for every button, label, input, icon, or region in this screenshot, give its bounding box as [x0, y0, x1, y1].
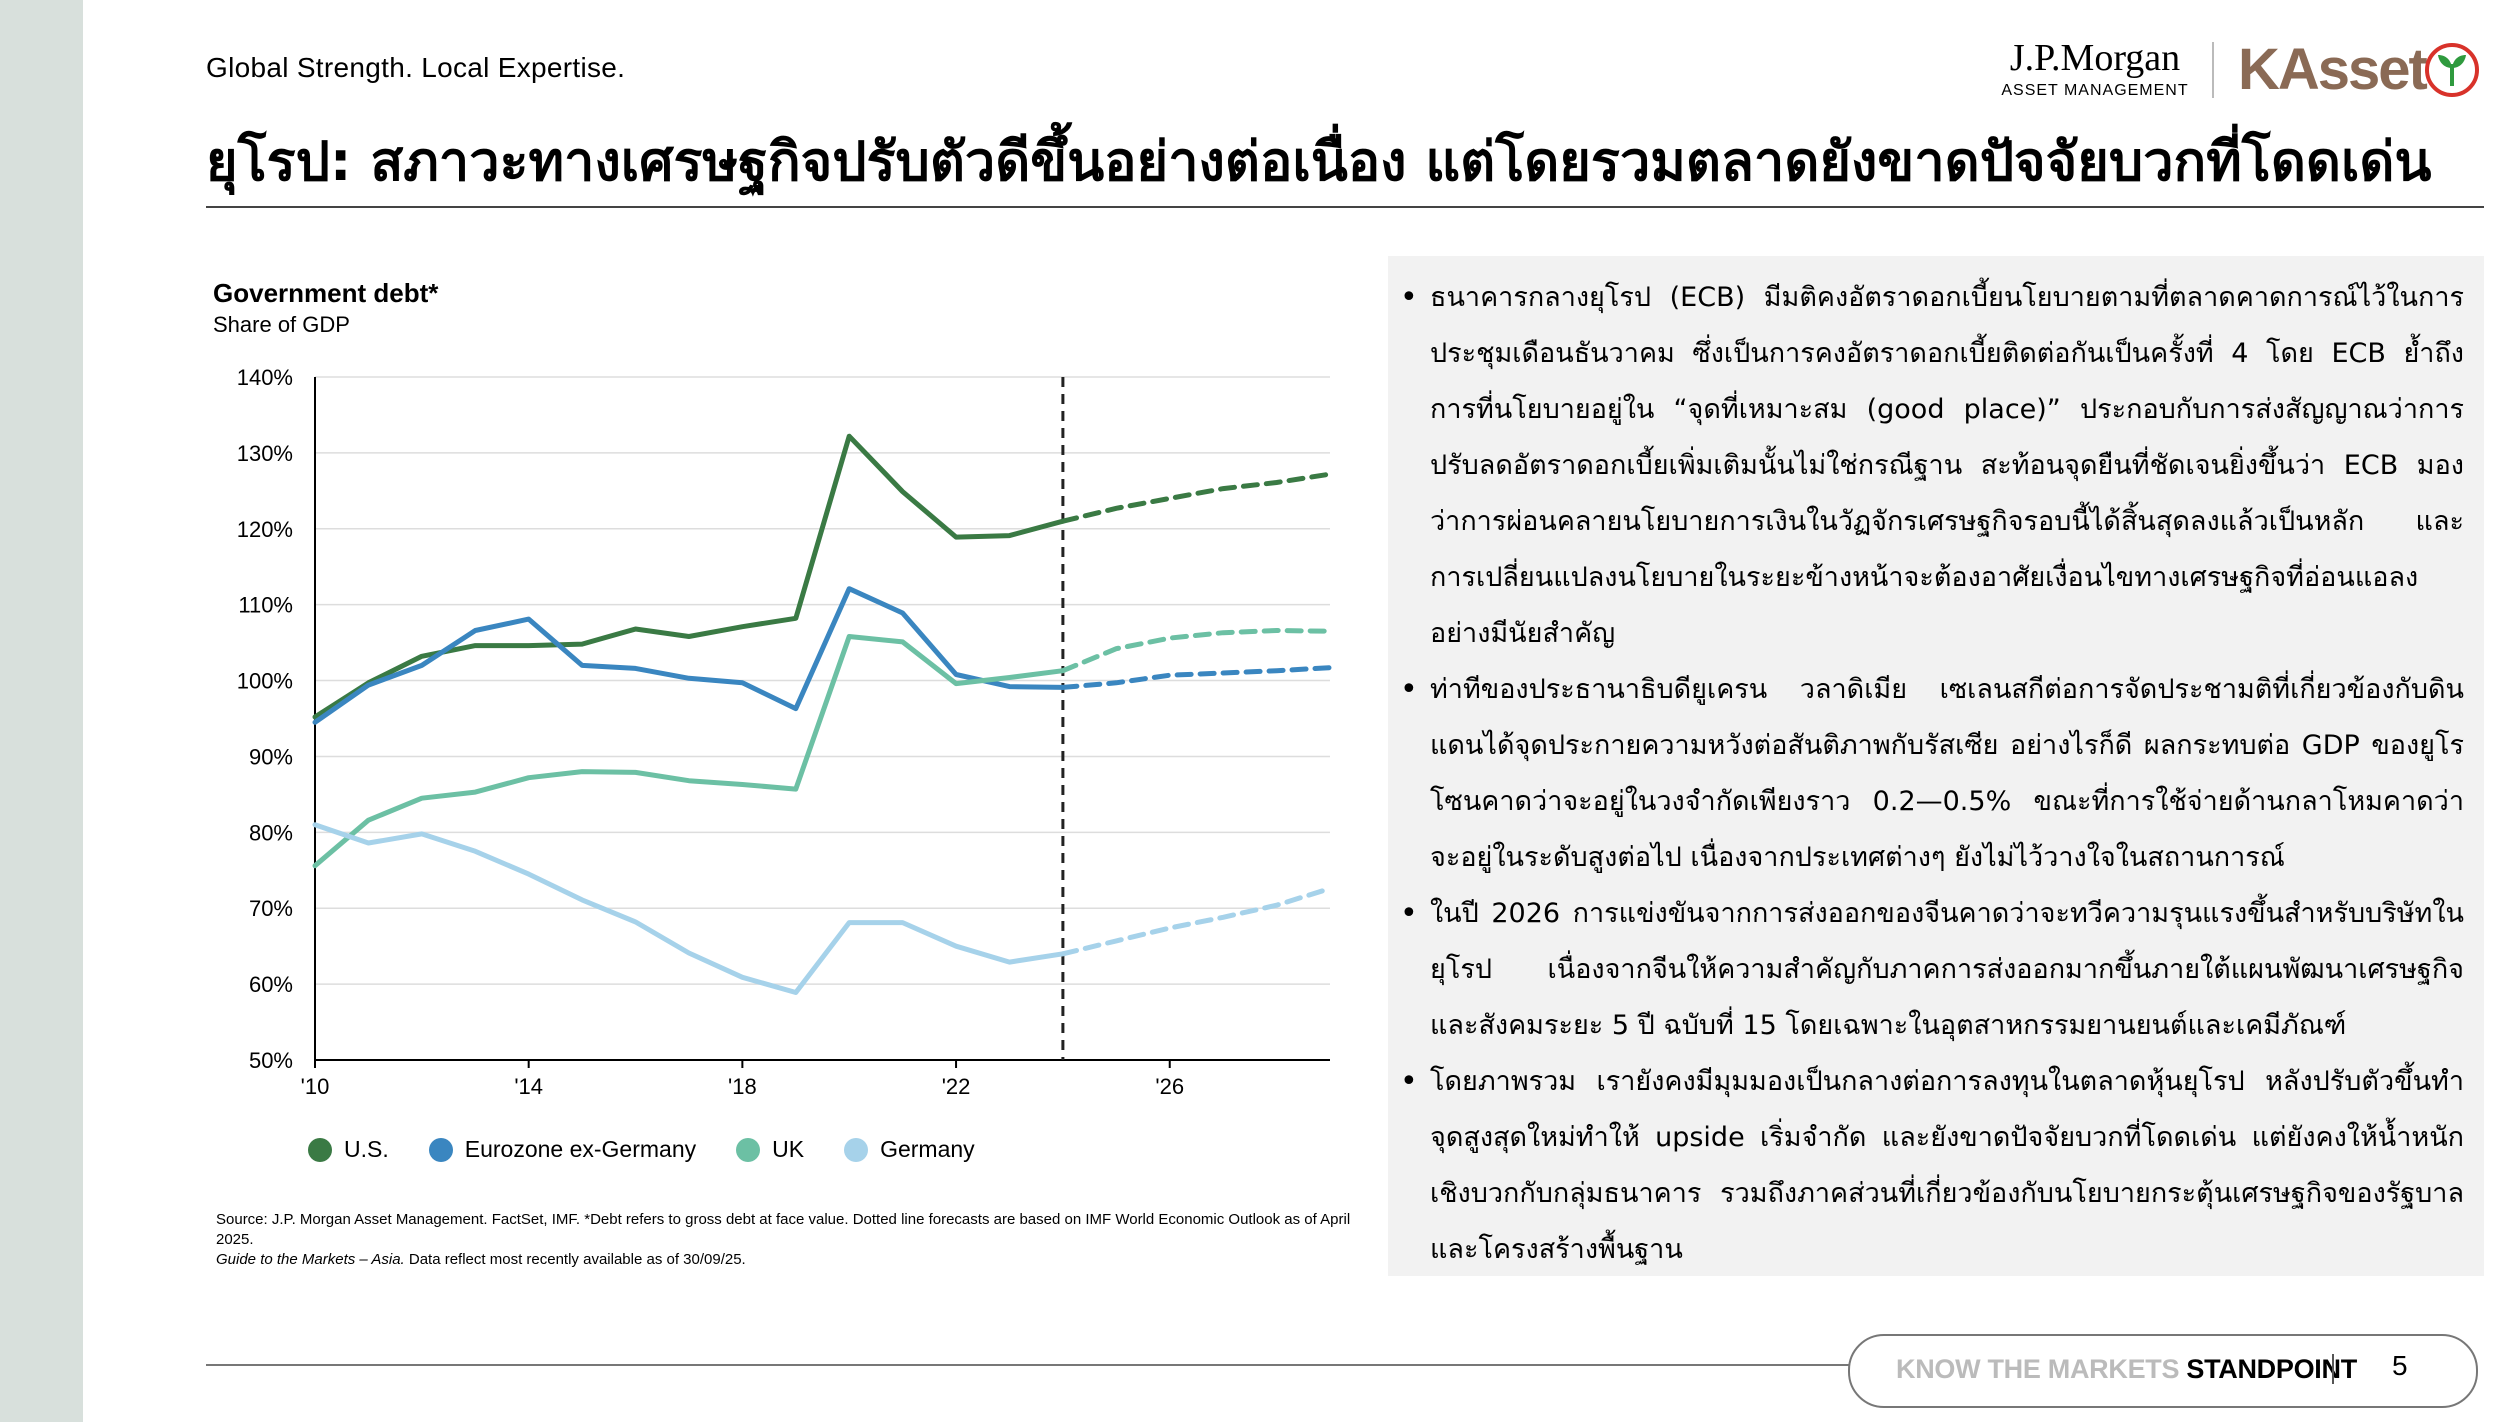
legend-label-us: U.S.	[344, 1136, 389, 1162]
legend-label-eurozone: Eurozone ex-Germany	[464, 1136, 697, 1162]
source-gtm: Guide to the Markets – Asia.	[216, 1251, 405, 1268]
source-line2: Data reflect most recently available as …	[404, 1251, 746, 1268]
chart-subtitle: Share of GDP	[213, 312, 350, 337]
y-tick-label-140: 140%	[237, 365, 293, 390]
kasset-logo: KAsset	[2238, 37, 2428, 102]
chart-title: Government debt*	[213, 278, 439, 308]
bullet-china: ในปี 2026 การแข่งขันจากการส่งออกของจีนคา…	[1400, 886, 2464, 1054]
footer-pill	[1848, 1334, 2478, 1408]
source-note: Source: J.P. Morgan Asset Management. Fa…	[216, 1210, 1376, 1270]
series-forecast-uk	[1060, 627, 1333, 674]
legend-label-uk: UK	[772, 1136, 805, 1162]
x-tick-label-2010: '10	[301, 1074, 330, 1099]
y-tick-label-60: 60%	[249, 972, 293, 997]
kasset-leaf-icon	[2425, 43, 2479, 97]
page-title: ยุโรป: สภาวะทางเศรษฐกิจปรับตัวดีขึ้นอย่า…	[206, 130, 2432, 193]
series-forecast-us	[1060, 471, 1333, 524]
y-tick-label-130: 130%	[237, 441, 293, 466]
page-number: 5	[2392, 1350, 2408, 1381]
legend-item-germany: Germany	[844, 1136, 975, 1163]
series-line-germany	[312, 822, 1066, 995]
tagline: Global Strength. Local Expertise.	[206, 52, 626, 83]
series-forecast-germany	[1060, 886, 1333, 957]
side-strip	[0, 0, 83, 1422]
y-tick-label-50: 50%	[249, 1048, 293, 1073]
x-tick-label-2022: '22	[942, 1074, 971, 1099]
legend-dot-us	[308, 1137, 332, 1162]
title-rule	[206, 206, 2484, 208]
footer-standpoint: STANDPOINT	[2179, 1354, 2357, 1384]
footer-brand: KNOW THE MARKETS STANDPOINT	[1896, 1354, 2357, 1385]
y-tick-label-80: 80%	[249, 820, 293, 845]
bullet-ecb: ธนาคารกลางยุโรป (ECB) มีมติคงอัตราดอกเบี…	[1400, 270, 2464, 662]
bullet-ukraine: ท่าทีของประธานาธิบดียูเครน วลาดิเมีย เซเ…	[1400, 662, 2464, 886]
x-tick-label-2018: '18	[728, 1074, 757, 1099]
y-tick-label-120: 120%	[237, 517, 293, 542]
jpmorgan-name: J.P.Morgan	[2009, 37, 2181, 79]
legend-dot-eurozone	[428, 1137, 453, 1162]
y-tick-label-70: 70%	[249, 896, 293, 921]
footer-know: KNOW THE MARKETS	[1896, 1354, 2180, 1384]
series-forecast-eurozone	[1060, 665, 1333, 690]
jpmorgan-logo: J.P.Morgan ASSET MANAGEMENT	[2000, 38, 2190, 100]
series-line-uk	[312, 634, 1066, 869]
y-tick-label-90: 90%	[249, 744, 293, 769]
y-tick-label-110: 110%	[238, 593, 293, 618]
bottom-rule	[206, 1364, 1850, 1366]
logo-divider	[2212, 42, 2214, 98]
series-line-eurozone	[312, 586, 1066, 725]
debt-line-chart: 50% 60% 70% 80% 90% 100% 110% 120% 130% 140% '10 '1…	[237, 365, 1333, 1099]
source-line1: Source: J.P. Morgan Asset Management. Fa…	[216, 1211, 1351, 1248]
legend-item-eurozone: Eurozone ex-Germany	[428, 1136, 697, 1163]
y-tick-label-100: 100%	[237, 669, 293, 694]
footer-separator	[2332, 1354, 2334, 1384]
legend-dot-uk	[736, 1137, 761, 1162]
legend-dot-germany	[844, 1137, 869, 1162]
legend-item-us: U.S.	[308, 1136, 389, 1163]
bullet-overall: โดยภาพรวม เรายังคงมีมุมมองเป็นกลางต่อการ…	[1400, 1054, 2464, 1278]
legend-item-uk: UK	[736, 1136, 804, 1163]
commentary-bullets: ธนาคารกลางยุโรป (ECB) มีมติคงอัตราดอกเบี…	[1400, 270, 2464, 1278]
x-tick-label-2026: '26	[1155, 1074, 1184, 1099]
chart-legend: U.S. Eurozone ex-Germany UK Germany	[308, 1136, 975, 1163]
series-line-us	[312, 433, 1066, 720]
x-tick-label-2014: '14	[514, 1074, 543, 1099]
jpmorgan-sub: ASSET MANAGEMENT	[2001, 82, 2189, 99]
legend-label-germany: Germany	[880, 1136, 975, 1162]
